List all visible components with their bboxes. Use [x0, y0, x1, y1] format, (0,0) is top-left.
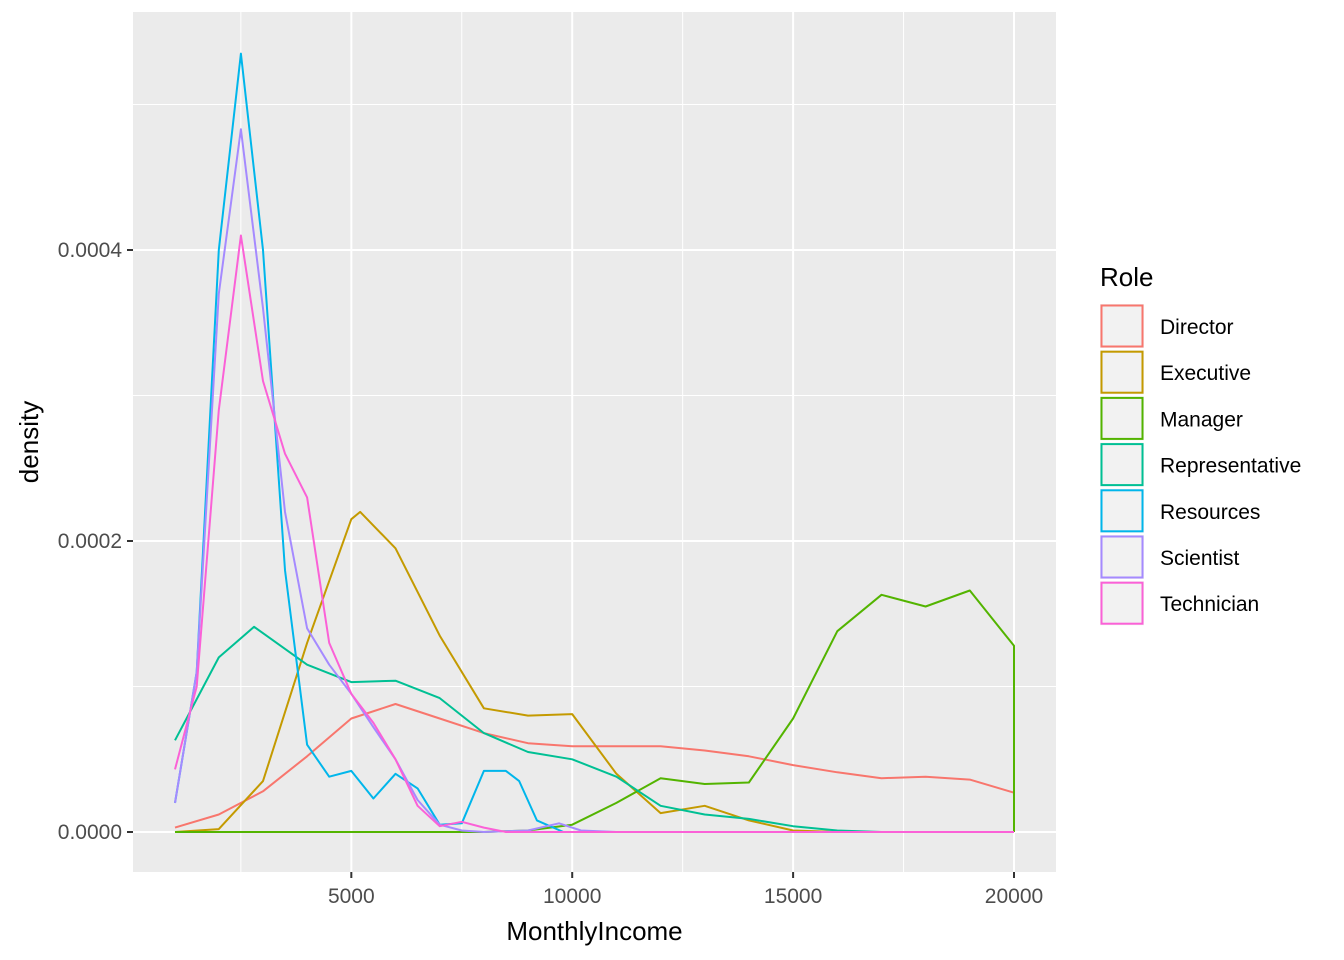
x-axis: 5000 10000 15000 20000 [328, 872, 1043, 908]
legend-label: Resources [1160, 501, 1260, 524]
legend-key-swatch [1100, 581, 1144, 625]
density-line-director [174, 703, 1015, 829]
legend-key-executive [1100, 350, 1144, 395]
legend-key-swatch [1100, 304, 1144, 348]
y-axis: 0.0000 0.0002 0.0004 [58, 239, 133, 844]
legend-key-director [1100, 304, 1144, 348]
legend-key-swatch [1100, 350, 1144, 394]
legend-label: Director [1160, 316, 1234, 339]
density-line-technician [174, 234, 1014, 833]
legend-label: Representative [1160, 455, 1301, 478]
legend-key-background [1100, 488, 1144, 533]
x-tick-label: 20000 [985, 885, 1043, 908]
density-line-scientist [174, 128, 1014, 833]
legend-key-background [1100, 535, 1144, 579]
y-tick-label: 0.0000 [58, 821, 122, 844]
x-tick-label: 10000 [543, 885, 601, 908]
legend-label: Manager [1160, 408, 1243, 431]
density-line-resources [174, 52, 1014, 833]
legend: Role Director Executive Manager Representat… [1100, 262, 1301, 626]
legend-key-background [1100, 350, 1144, 395]
plot-panel [133, 12, 1056, 872]
legend-key-background [1100, 442, 1144, 487]
legend-key-resources [1100, 488, 1144, 533]
x-tick-label: 15000 [764, 885, 822, 908]
legend-key-swatch [1100, 535, 1144, 579]
legend-label: Scientist [1160, 547, 1240, 570]
x-axis-title: MonthlyIncome [506, 916, 682, 946]
legend-key-manager [1100, 396, 1144, 441]
legend-key-background [1100, 304, 1144, 348]
x-tick-label: 5000 [328, 885, 375, 908]
legend-key-swatch [1100, 443, 1144, 487]
y-tick-label: 0.0004 [58, 239, 123, 262]
y-tick-label: 0.0002 [58, 530, 122, 553]
legend-key-swatch [1100, 489, 1144, 533]
minor-gridlines [133, 12, 1056, 872]
density-line-manager [175, 589, 1015, 833]
legend-key-scientist [1100, 535, 1144, 579]
legend-key-swatch [1100, 396, 1144, 440]
legend-label: Technician [1160, 593, 1259, 616]
density-lines [174, 52, 1015, 833]
y-axis-title: density [14, 401, 44, 483]
legend-title: Role [1100, 262, 1153, 292]
legend-key-background [1100, 396, 1144, 441]
legend-key-technician [1100, 581, 1144, 626]
legend-label: Executive [1160, 362, 1251, 385]
legend-key-representative [1100, 442, 1144, 487]
legend-key-background [1100, 581, 1144, 626]
